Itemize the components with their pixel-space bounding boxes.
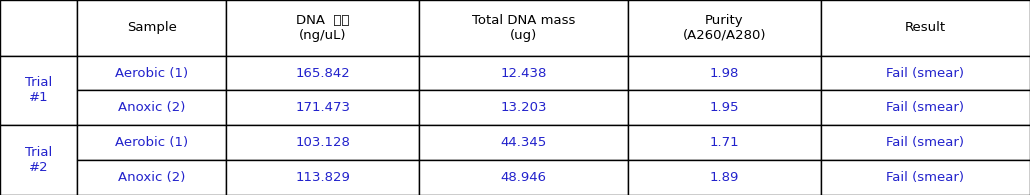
Bar [419, 160, 628, 195]
Bar [628, 56, 821, 90]
Text: Anoxic (2): Anoxic (2) [118, 101, 185, 114]
Bar [821, 90, 1030, 125]
Text: Trial
#2: Trial #2 [25, 146, 53, 174]
Text: Fail (smear): Fail (smear) [886, 101, 964, 114]
Bar [821, 0, 1030, 56]
Bar [419, 0, 628, 56]
Text: 113.829: 113.829 [296, 171, 350, 184]
Text: Total DNA mass
(ug): Total DNA mass (ug) [472, 14, 575, 42]
Bar [227, 90, 419, 125]
Text: 165.842: 165.842 [296, 66, 350, 80]
Bar [0, 0, 77, 56]
Bar [628, 90, 821, 125]
Text: Trial
#1: Trial #1 [25, 76, 53, 105]
Bar [0, 125, 77, 195]
Text: Anoxic (2): Anoxic (2) [118, 171, 185, 184]
Text: 1.89: 1.89 [710, 171, 740, 184]
Text: Aerobic (1): Aerobic (1) [115, 66, 188, 80]
Bar [628, 160, 821, 195]
Text: 44.345: 44.345 [501, 136, 547, 149]
Text: 1.95: 1.95 [710, 101, 740, 114]
Bar [77, 160, 227, 195]
Text: Fail (smear): Fail (smear) [886, 66, 964, 80]
Text: 12.438: 12.438 [501, 66, 547, 80]
Text: Fail (smear): Fail (smear) [886, 171, 964, 184]
Text: Purity
(A260/A280): Purity (A260/A280) [683, 14, 766, 42]
Text: 171.473: 171.473 [295, 101, 350, 114]
Bar [77, 56, 227, 90]
Text: Result: Result [904, 21, 946, 34]
Bar [227, 0, 419, 56]
Bar [77, 90, 227, 125]
Text: Aerobic (1): Aerobic (1) [115, 136, 188, 149]
Text: 48.946: 48.946 [501, 171, 547, 184]
Bar [227, 125, 419, 160]
Text: Fail (smear): Fail (smear) [886, 136, 964, 149]
Bar [419, 125, 628, 160]
Bar [821, 56, 1030, 90]
Text: 1.71: 1.71 [710, 136, 740, 149]
Bar [419, 56, 628, 90]
Text: DNA  농도
(ng/uL): DNA 농도 (ng/uL) [296, 14, 349, 42]
Bar [77, 0, 227, 56]
Bar [419, 90, 628, 125]
Bar [628, 125, 821, 160]
Bar [0, 56, 77, 125]
Bar [821, 125, 1030, 160]
Bar [227, 56, 419, 90]
Text: Sample: Sample [127, 21, 176, 34]
Bar [628, 0, 821, 56]
Text: 13.203: 13.203 [501, 101, 547, 114]
Bar [77, 125, 227, 160]
Bar [227, 160, 419, 195]
Bar [821, 160, 1030, 195]
Text: 1.98: 1.98 [710, 66, 740, 80]
Text: 103.128: 103.128 [296, 136, 350, 149]
